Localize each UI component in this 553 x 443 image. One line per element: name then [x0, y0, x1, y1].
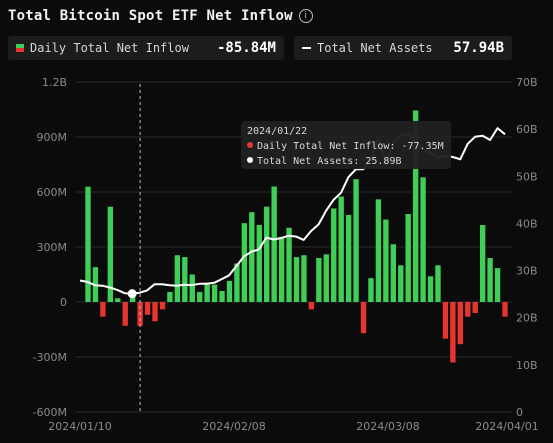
- x-tick-label: 2024/04/01: [475, 420, 538, 433]
- inflow-bar: [427, 276, 434, 302]
- inflow-bar: [420, 177, 426, 302]
- y-right-tick-label: 30B: [516, 265, 538, 278]
- legend-inflow-label: Daily Total Net Inflow: [30, 41, 189, 55]
- line-swatch-icon: [302, 47, 311, 49]
- y-right-tick-label: 50B: [516, 170, 538, 183]
- inflow-bar: [144, 302, 151, 315]
- y-right-tick-label: 60B: [516, 123, 538, 136]
- inflow-bar: [390, 244, 396, 302]
- y-right-tick-label: 40B: [516, 217, 538, 230]
- inflow-bar: [316, 258, 322, 302]
- inflow-bar: [278, 236, 285, 302]
- x-tick-label: 2024/02/08: [202, 420, 265, 433]
- y-left-tick-label: 0: [60, 296, 67, 309]
- inflow-bar: [494, 268, 501, 302]
- y-right-tick-label: 20B: [516, 312, 538, 325]
- inflow-bar: [115, 298, 121, 302]
- inflow-bar: [264, 206, 270, 302]
- inflow-bar: [450, 302, 456, 363]
- y-left-tick-label: -300M: [33, 351, 67, 364]
- inflow-bar: [189, 274, 195, 302]
- tooltip-assets-text: Total Net Assets: 25.89B: [257, 156, 402, 167]
- x-tick-label: 2024/01/10: [48, 420, 111, 433]
- inflow-bar: [219, 291, 225, 302]
- inflow-bar: [472, 302, 478, 313]
- inflow-bar: [167, 291, 173, 302]
- inflow-bar: [85, 186, 91, 302]
- inflow-bar: [234, 263, 240, 302]
- legend-assets[interactable]: Total Net Assets 57.94B: [294, 36, 512, 60]
- tooltip-assets: Total Net Assets: 25.89B: [247, 154, 445, 169]
- inflow-bar: [152, 302, 158, 322]
- inflow-bar: [241, 223, 248, 302]
- inflow-bar: [383, 219, 389, 302]
- inflow-bar: [174, 255, 181, 302]
- inflow-bar: [353, 179, 359, 302]
- inflow-bar: [331, 208, 337, 302]
- inflow-bar: [226, 280, 233, 302]
- inflow-bar: [286, 227, 292, 302]
- tooltip-inflow-text: Daily Total Net Inflow: -77.35M: [257, 141, 444, 152]
- inflow-bar: [249, 212, 255, 302]
- chart-tooltip: 2024/01/22 Daily Total Net Inflow: -77.3…: [241, 121, 451, 169]
- inflow-bar: [398, 265, 404, 302]
- inflow-bar: [442, 302, 449, 339]
- inflow-bar: [487, 258, 493, 302]
- highlight-point: [127, 289, 137, 299]
- legend-assets-value: 57.94B: [453, 40, 504, 56]
- inflow-bar: [159, 302, 166, 310]
- y-right-tick-label: 0: [516, 406, 523, 419]
- legend-inflow-value: -85.84M: [216, 40, 276, 56]
- inflow-bar: [323, 254, 329, 302]
- inflow-bar: [345, 214, 352, 302]
- inflow-bar: [182, 257, 188, 302]
- tooltip-inflow: Daily Total Net Inflow: -77.35M: [247, 139, 445, 154]
- y-left-tick-label: 600M: [37, 186, 68, 199]
- y-right-tick-label: 70B: [516, 76, 538, 89]
- legend-inflow[interactable]: Daily Total Net Inflow -85.84M: [8, 36, 284, 60]
- y-left-tick-label: 1.2B: [42, 76, 67, 89]
- inflow-bar: [197, 291, 203, 302]
- y-right-tick-label: 10B: [516, 359, 538, 372]
- y-left-tick-label: 900M: [37, 131, 68, 144]
- inflow-bar: [457, 302, 464, 345]
- x-tick-label: 2024/03/08: [356, 420, 419, 433]
- inflow-bar: [122, 302, 128, 326]
- inflow-bar: [405, 214, 411, 302]
- inflow-bar: [308, 302, 315, 310]
- inflow-bar: [435, 265, 441, 302]
- tooltip-assets-dot: [247, 157, 253, 163]
- chart-title-text: Total Bitcoin Spot ETF Net Inflow: [8, 8, 293, 24]
- inflow-bar: [502, 302, 508, 317]
- inflow-bar: [368, 278, 374, 302]
- inflow-bar: [100, 302, 106, 317]
- inflow-bar: [211, 284, 218, 302]
- inflow-bar: [256, 225, 262, 302]
- inflow-bar: [412, 110, 419, 303]
- inflow-bar: [360, 302, 367, 334]
- tooltip-inflow-dot: [247, 142, 253, 148]
- legend-assets-label: Total Net Assets: [317, 41, 433, 55]
- inflow-bar: [338, 196, 344, 302]
- tooltip-date: 2024/01/22: [247, 126, 308, 137]
- inflow-bar: [375, 199, 382, 302]
- inflow-bar: [271, 186, 277, 302]
- info-icon[interactable]: i: [298, 9, 313, 23]
- inflow-bar: [301, 255, 307, 302]
- inflow-bar: [129, 294, 136, 302]
- bar-swatch-icon: [16, 44, 24, 52]
- chart-title: Total Bitcoin Spot ETF Net Inflow i: [8, 8, 313, 24]
- inflow-bar: [107, 206, 114, 302]
- inflow-bar: [293, 257, 300, 302]
- inflow-bar: [465, 302, 471, 317]
- inflow-bar: [204, 282, 210, 302]
- inflow-bar: [479, 225, 486, 302]
- y-left-tick-label: -600M: [33, 406, 67, 419]
- y-left-tick-label: 300M: [37, 241, 68, 254]
